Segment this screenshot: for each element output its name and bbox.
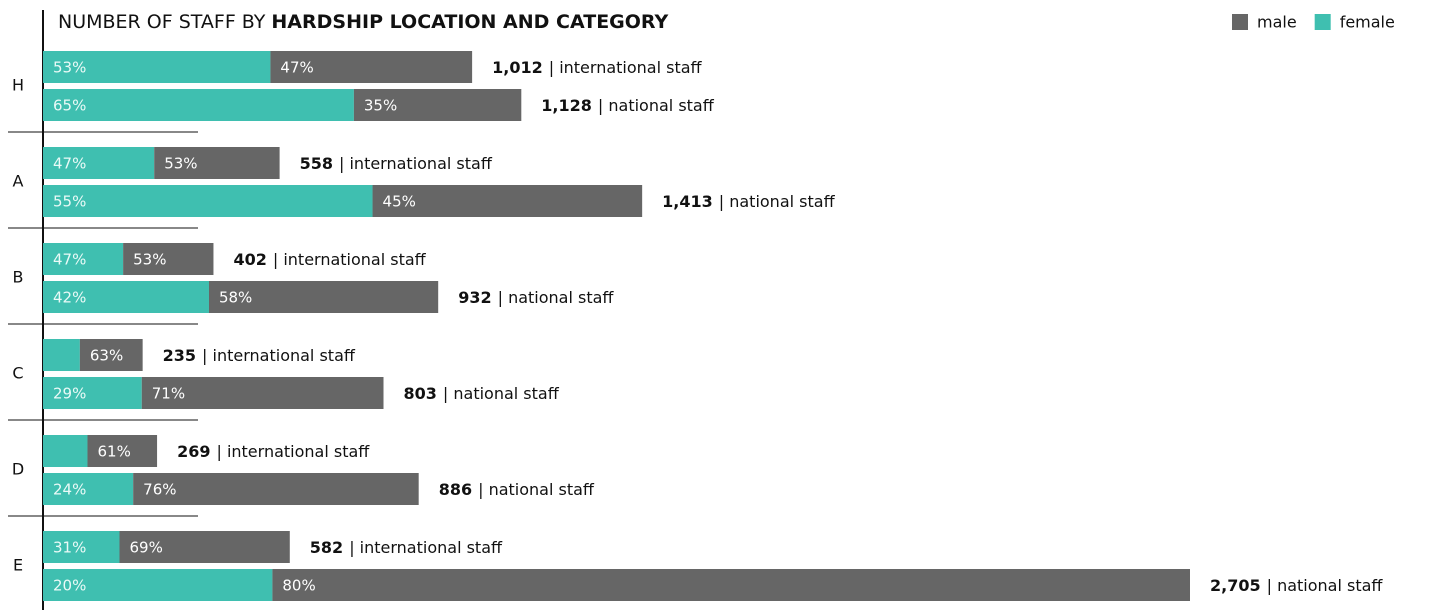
value-label: 71% [152, 385, 185, 403]
group-label: E [13, 556, 23, 575]
group-label: A [13, 172, 24, 191]
value-label: 65% [53, 97, 86, 115]
bar-segment [43, 339, 80, 371]
bar-segment [272, 569, 1190, 601]
total-value: 558 [300, 154, 333, 173]
value-label: 58% [219, 289, 252, 307]
category-label: | international staff [216, 442, 370, 461]
value-label: 76% [143, 481, 176, 499]
value-label: 61% [97, 443, 130, 461]
bar-segment [43, 89, 354, 121]
legend-label: male [1257, 13, 1297, 32]
bar-segment [208, 281, 439, 313]
total-label: 402 | international staff [233, 250, 426, 269]
value-label: 53% [53, 59, 86, 77]
group-label: C [12, 364, 23, 383]
bar-segment [119, 531, 290, 563]
bar-segment [372, 185, 643, 217]
bar-segment [123, 243, 214, 275]
total-label: 235 | international staff [163, 346, 356, 365]
title-bold-part: HARDSHIP LOCATION AND CATEGORY [271, 11, 668, 33]
total-value: 269 [177, 442, 210, 461]
bar-segment [43, 185, 373, 217]
total-label: 269 | international staff [177, 442, 370, 461]
bar-segment [43, 51, 271, 83]
total-label: 803 | national staff [403, 384, 559, 403]
bar-segment [43, 147, 155, 179]
bar-segment [43, 281, 209, 313]
bar-segment [79, 339, 143, 371]
bar-segment [43, 243, 124, 275]
value-label: 80% [282, 577, 315, 595]
group-label: B [13, 268, 24, 287]
category-label: | international staff [273, 250, 427, 269]
total-value: 582 [310, 538, 343, 557]
total-value: 1,128 [541, 96, 592, 115]
category-label: | national staff [443, 384, 560, 403]
value-label: 53% [164, 155, 197, 173]
category-label: | national staff [1267, 576, 1384, 595]
value-label: 29% [53, 385, 86, 403]
legend-label: female [1340, 13, 1395, 32]
total-value: 235 [163, 346, 196, 365]
bar-segment [133, 473, 419, 505]
legend-swatch [1314, 14, 1331, 30]
value-label: 63% [90, 347, 123, 365]
value-label: 55% [53, 193, 86, 211]
total-value: 1,012 [492, 58, 543, 77]
total-value: 932 [458, 288, 491, 307]
value-label: 24% [53, 481, 86, 499]
total-label: 932 | national staff [458, 288, 614, 307]
group-label: H [12, 76, 24, 95]
value-label: 69% [130, 539, 163, 557]
bar-segment [43, 531, 120, 563]
bar-segment [141, 377, 384, 409]
total-label: 1,413 | national staff [662, 192, 835, 211]
value-label: 53% [133, 251, 166, 269]
value-label: 31% [53, 539, 86, 557]
value-label: 35% [364, 97, 397, 115]
total-value: 402 [233, 250, 266, 269]
category-label: | international staff [202, 346, 356, 365]
category-label: | national staff [598, 96, 715, 115]
bar-segment [43, 435, 88, 467]
bar-segment [270, 51, 473, 83]
total-label: 1,128 | national staff [541, 96, 714, 115]
bar-segment [87, 435, 158, 467]
total-value: 886 [439, 480, 472, 499]
total-label: 1,012 | international staff [492, 58, 702, 77]
value-label: 45% [383, 193, 416, 211]
total-value: 803 [403, 384, 436, 403]
chart-title: NUMBER OF STAFF BY HARDSHIP LOCATION AND … [58, 11, 669, 33]
total-label: 582 | international staff [310, 538, 503, 557]
category-label: | international staff [339, 154, 493, 173]
category-label: | international staff [549, 58, 703, 77]
value-label: 42% [53, 289, 86, 307]
bar-segment [353, 89, 522, 121]
group-label: D [12, 460, 24, 479]
value-label: 47% [53, 251, 86, 269]
value-label: 47% [53, 155, 86, 173]
value-label: 20% [53, 577, 86, 595]
value-label: 47% [280, 59, 313, 77]
bar-segment [154, 147, 280, 179]
category-label: | international staff [349, 538, 503, 557]
bar-segment [43, 377, 142, 409]
total-label: 886 | national staff [439, 480, 595, 499]
category-label: | national staff [498, 288, 615, 307]
bar-segment [43, 473, 134, 505]
title-part: NUMBER OF STAFF BY [58, 11, 266, 33]
total-value: 1,413 [662, 192, 713, 211]
bar-segment [43, 569, 273, 601]
legend-swatch [1232, 14, 1248, 30]
total-value: 2,705 [1210, 576, 1261, 595]
category-label: | national staff [719, 192, 836, 211]
total-label: 558 | international staff [300, 154, 493, 173]
total-label: 2,705 | national staff [1210, 576, 1383, 595]
category-label: | national staff [478, 480, 595, 499]
